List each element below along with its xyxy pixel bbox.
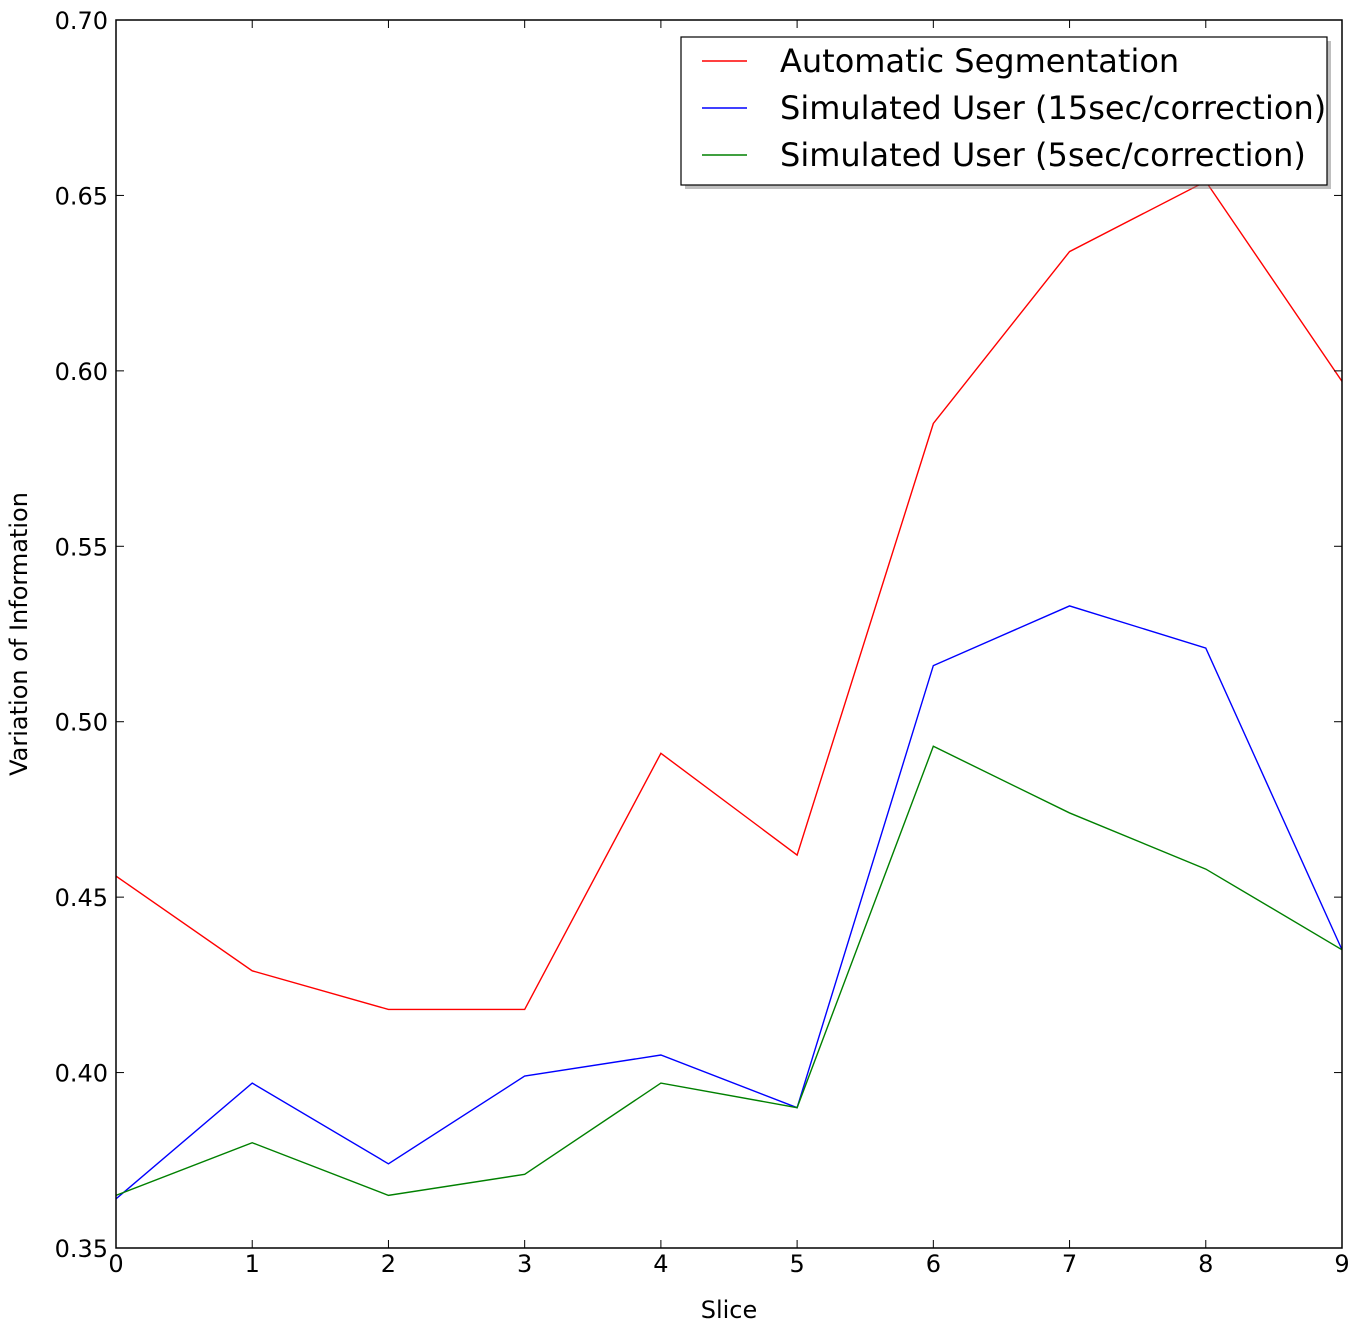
x-tick-label: 3 <box>517 1250 532 1278</box>
legend-label-3: Simulated User (5sec/correction) <box>780 136 1306 174</box>
x-axis-label: Slice <box>701 1296 758 1324</box>
legend-label-1: Automatic Segmentation <box>780 42 1179 80</box>
x-tick-label: 5 <box>789 1250 804 1278</box>
x-tick-label: 4 <box>653 1250 668 1278</box>
plot-area <box>116 20 1342 1248</box>
x-tick-label: 2 <box>381 1250 396 1278</box>
y-tick-label: 0.70 <box>55 7 108 35</box>
x-tick-label: 0 <box>108 1250 123 1278</box>
legend-label-2: Simulated User (15sec/correction) <box>780 89 1326 127</box>
y-tick-label: 0.40 <box>55 1060 108 1088</box>
x-tick-label: 6 <box>926 1250 941 1278</box>
x-tick-label: 8 <box>1198 1250 1213 1278</box>
series-line-2 <box>116 605 1342 1200</box>
series-line-3 <box>116 745 1342 1197</box>
y-tick-label: 0.35 <box>55 1235 108 1263</box>
x-tick-label: 7 <box>1062 1250 1077 1278</box>
legend: Automatic Segmentation Simulated User (15… <box>680 36 1331 189</box>
plot-frame <box>115 19 1343 1249</box>
y-tick-label: 0.65 <box>55 182 108 210</box>
y-tick-label: 0.50 <box>55 709 108 737</box>
legend-box <box>680 36 1328 186</box>
y-axis-label: Variation of Information <box>5 492 33 776</box>
y-tick-label: 0.60 <box>55 358 108 386</box>
x-tick-label: 1 <box>245 1250 260 1278</box>
series-layer <box>116 180 1342 1200</box>
y-tick-label: 0.45 <box>55 884 108 912</box>
series-line-1 <box>116 180 1342 1011</box>
y-tick-label: 0.55 <box>55 533 108 561</box>
x-tick-label: 9 <box>1334 1250 1349 1278</box>
ticks-layer: 0 1 2 3 4 5 6 7 8 9 0.35 0.40 0.45 0.50 0.55 0.60 0.65 0.… <box>55 7 1350 1278</box>
